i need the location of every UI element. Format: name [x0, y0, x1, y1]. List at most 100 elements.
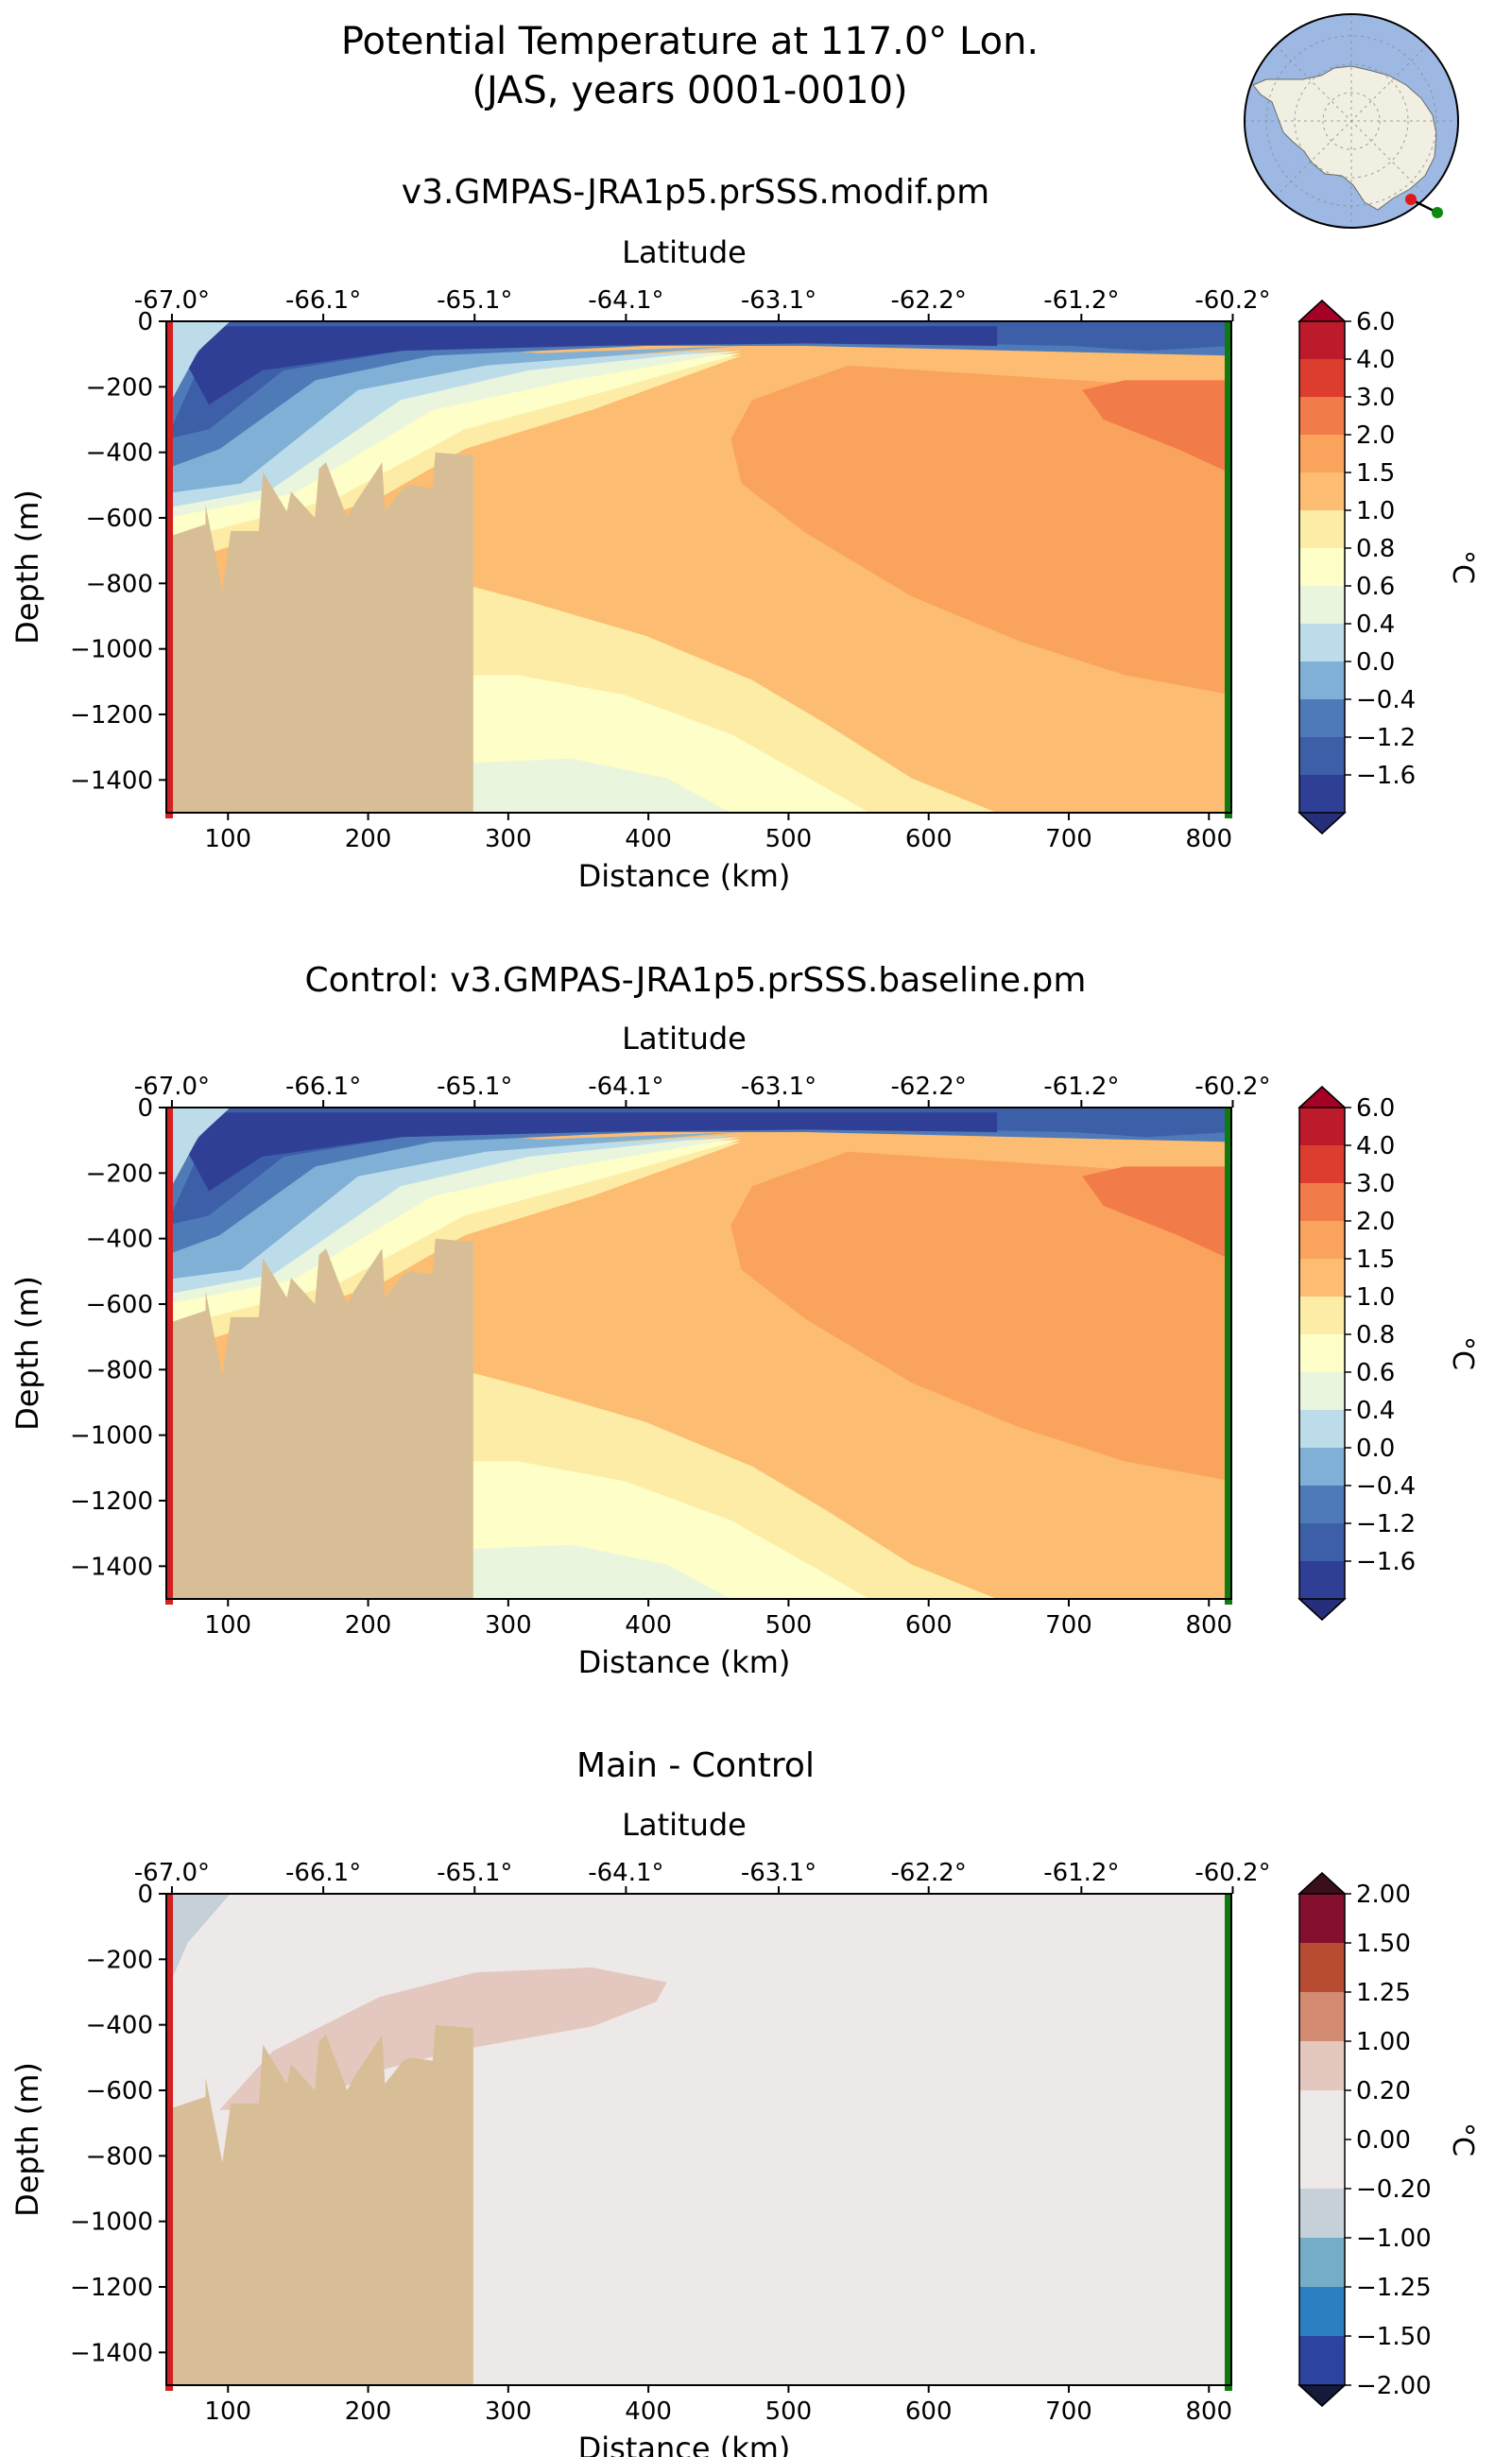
x-axis-label: Distance (km)	[578, 2431, 791, 2457]
colorbar-segment	[1299, 1221, 1345, 1260]
colorbar-segment	[1299, 548, 1345, 587]
colorbar-tick-label: 0.20	[1356, 2077, 1411, 2105]
contour-band	[1082, 1166, 1231, 1261]
colorbar-segment	[1299, 775, 1345, 814]
colorbar-tick-label: 3.0	[1356, 384, 1395, 412]
top-tick-label: -67.0°	[134, 286, 210, 315]
top-tick-label: -62.2°	[891, 1859, 967, 1887]
top-tick-label: -64.1°	[588, 1859, 663, 1887]
top-axis-label: Latitude	[622, 1807, 747, 1843]
contour-band	[166, 321, 231, 410]
colorbar-tick-label: −0.20	[1356, 2175, 1432, 2204]
chart-panel-3: Main - Control 100 200 300 400 500 600 700 800 Di…	[9, 1746, 1479, 2457]
colorbar-tick-label: 2.00	[1356, 1881, 1411, 1909]
top-tick-label: -66.1°	[285, 1859, 361, 1887]
colorbar-segment	[1299, 1448, 1345, 1486]
y-tick-label: −400	[86, 1226, 153, 1254]
colorbar-tick-label: 4.0	[1356, 346, 1395, 374]
plot-frame	[165, 320, 1232, 814]
y-tick-label: −800	[86, 1356, 153, 1384]
top-tick-label: -67.0°	[134, 1859, 210, 1887]
top-tick-label: -63.1°	[741, 1859, 816, 1887]
top-axis-label: Latitude	[622, 1021, 747, 1057]
x-tick-label: 200	[345, 1611, 392, 1640]
y-tick-label: −1400	[70, 1553, 153, 1581]
colorbar-segment	[1299, 2139, 1345, 2190]
colorbar-tick-label: 1.50	[1356, 1930, 1411, 1958]
colorbar-tick-label: 0.4	[1356, 610, 1395, 639]
colorbar-tick-label: −0.4	[1356, 686, 1416, 714]
colorbar-tick-label: 0.00	[1356, 2126, 1411, 2155]
colorbar-segment	[1299, 472, 1345, 511]
x-tick-label: 700	[1045, 825, 1092, 853]
top-tick-label: -63.1°	[741, 286, 816, 315]
colorbar-tick-label: 0.8	[1356, 1321, 1395, 1349]
x-tick-label: 600	[905, 2397, 953, 2426]
y-tick-label: −800	[86, 2142, 153, 2171]
colorbar-tick-label: 0.8	[1356, 535, 1395, 563]
top-tick-label: -62.2°	[891, 286, 967, 315]
colorbar-tick-label: 0.6	[1356, 573, 1395, 601]
y-tick-label: −600	[86, 505, 153, 533]
x-tick-label: 300	[485, 2397, 532, 2426]
contour-band	[454, 758, 731, 813]
panel-title: Control: v3.GMPAS-JRA1p5.prSSS.baseline.…	[305, 961, 1087, 1000]
colorbar-tick-label: 1.00	[1356, 2028, 1411, 2056]
colorbar-extend-max	[1297, 1871, 1347, 1895]
colorbar-tick-label: −0.4	[1356, 1472, 1416, 1501]
colorbar-tick-label: 2.0	[1356, 1208, 1395, 1236]
x-tick-label: 300	[485, 825, 532, 853]
top-tick-label: -65.1°	[437, 286, 512, 315]
seafloor-mask	[166, 1238, 473, 1599]
colorbar-segment	[1299, 2041, 1345, 2091]
colorbar-tick-label: 1.25	[1356, 1979, 1411, 2007]
contour-band	[730, 365, 1231, 696]
y-axis-label: Depth (m)	[9, 490, 45, 644]
colorbar-tick-label: 0.0	[1356, 1435, 1395, 1463]
colorbar-segment	[1299, 1992, 1345, 2042]
colorbar-tick-label: −1.2	[1356, 1510, 1416, 1538]
x-tick-label: 400	[625, 2397, 672, 2426]
x-tick-label: 600	[905, 825, 953, 853]
colorbar-segment	[1299, 1108, 1345, 1146]
colorbar-segment	[1299, 1410, 1345, 1449]
y-tick-label: 0	[137, 308, 153, 336]
x-tick-label: 500	[765, 825, 813, 853]
top-tick-label: -66.1°	[285, 1073, 361, 1101]
x-tick-label: 800	[1185, 1611, 1232, 1640]
x-tick-label: 100	[204, 825, 251, 853]
y-tick-label: −200	[86, 1946, 153, 1974]
y-tick-label: −1400	[70, 766, 153, 795]
colorbar-tick-label: 6.0	[1356, 308, 1395, 336]
colorbar-segment	[1299, 510, 1345, 549]
x-tick-label: 400	[625, 825, 672, 853]
colorbar-segment	[1299, 1334, 1345, 1373]
colorbar-segment	[1299, 1183, 1345, 1222]
chart-panel-1: v3.GMPAS-JRA1p5.prSSS.modif.pm 100 200 300 4…	[9, 173, 1479, 894]
x-axis-label: Distance (km)	[578, 1644, 791, 1680]
x-tick-label: 300	[485, 1611, 532, 1640]
contour-band	[1082, 380, 1231, 474]
colorbar-segment	[1299, 737, 1345, 776]
x-tick-label: 200	[345, 825, 392, 853]
colorbar-tick-label: 3.0	[1356, 1170, 1395, 1198]
colorbar-segment	[1299, 2090, 1345, 2140]
y-tick-label: −1000	[70, 636, 153, 664]
plot-frame	[165, 1107, 1232, 1600]
location-map-inset	[1244, 13, 1459, 229]
contour-band	[166, 1108, 231, 1196]
seafloor-mask	[166, 452, 473, 813]
colorbar-segment	[1299, 1145, 1345, 1184]
y-tick-label: −1200	[70, 2274, 153, 2302]
top-tick-label: -61.2°	[1043, 1859, 1119, 1887]
x-tick-label: 100	[204, 2397, 251, 2426]
colorbar-segment	[1299, 1561, 1345, 1600]
colorbar-tick-label: 1.5	[1356, 459, 1395, 488]
x-tick-label: 700	[1045, 2397, 1092, 2426]
colorbar-tick-label: −2.00	[1356, 2372, 1432, 2400]
colorbar-segment	[1299, 1943, 1345, 1993]
colorbar-segment	[1299, 1297, 1345, 1335]
contour-band	[730, 1151, 1231, 1482]
figure-title-line-1: Potential Temperature at 117.0° Lon.	[340, 20, 1040, 63]
